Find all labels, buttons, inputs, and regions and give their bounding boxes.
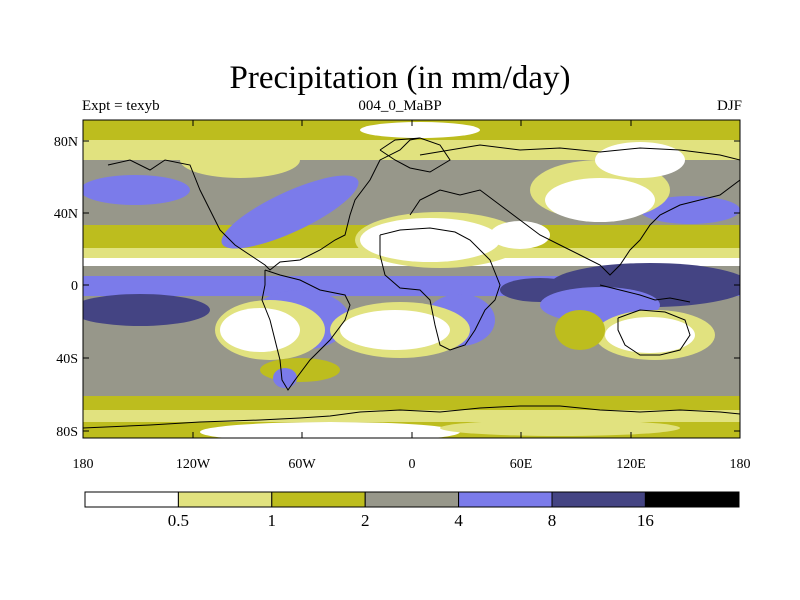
arabia-dry [490,221,550,249]
siberia-dry [595,142,685,178]
lat-label-80s: 80S [56,425,78,440]
colorbar-box-4 [458,491,553,508]
colorbar-label-2: 2 [361,511,370,530]
lat-ticks [83,140,740,432]
south-indian-yellow [555,310,605,350]
lon-label-60w: 60W [288,457,316,472]
sahara-dry [360,218,500,262]
time-label: 004_0_MaBP [358,98,442,114]
south-america-coast [261,269,351,391]
lon-label-0: 0 [409,457,416,472]
colorbar [84,491,740,508]
pacific-storm-track [83,175,190,205]
plot-title: Precipitation (in mm/day) [229,60,571,96]
central-asia-dry [545,178,655,222]
se-pacific-dry [220,308,300,352]
colorbar-box-1 [177,491,273,508]
lat-label-80n: 80N [54,135,78,150]
lon-label-120w: 120W [176,457,211,472]
lon-label-60e: 60E [510,457,533,472]
colorbar-box-2 [271,491,366,508]
band-south-yellow [83,396,740,410]
patagonia-blue [273,368,297,388]
antarctica-dry [200,422,460,438]
experiment-label: Expt = texyb [82,98,160,114]
colorbar-label-4: 8 [548,511,557,530]
atlantic-storm-track [221,175,359,249]
colorbar-label-5: 16 [637,511,654,530]
north-america-coast [107,137,421,271]
lon-label-120e: 120E [616,457,646,472]
colorbar-box-3 [364,491,460,508]
southern-ocean-yellow [260,358,340,382]
antarctica-coast [83,405,740,429]
lon-label-180e: 180 [730,457,751,472]
lat-label-40n: 40N [54,207,78,222]
colorbar-label-0: 0.5 [168,511,189,530]
pacific-dark-west [83,294,210,326]
lat-label-0: 0 [71,279,78,294]
antarctica-pale [440,420,680,436]
maritime-islands [599,284,691,303]
africa-coast [379,227,501,351]
australia-coast [617,309,691,356]
arctic-dry [360,122,480,138]
colorbar-box-6 [644,491,740,508]
eurasia-north-coast [419,144,740,161]
east-pacific-track [640,196,740,224]
colorbar-box-0 [84,491,179,508]
se-atlantic-dry [340,310,450,350]
lon-label-180w: 180 [73,457,94,472]
coastlines [83,137,740,429]
band-south-pale [83,410,740,422]
greenland-coast [379,137,451,173]
colorbar-box-5 [551,491,646,508]
colorbar-label-3: 4 [454,511,463,530]
canada-dry [180,142,300,178]
colorbar-label-1: 1 [268,511,277,530]
australia-dry [605,317,695,353]
eurasia-coast [409,179,740,276]
lat-label-40s: 40S [56,352,78,367]
season-label: DJF [716,98,742,114]
lon-ticks [82,120,741,438]
